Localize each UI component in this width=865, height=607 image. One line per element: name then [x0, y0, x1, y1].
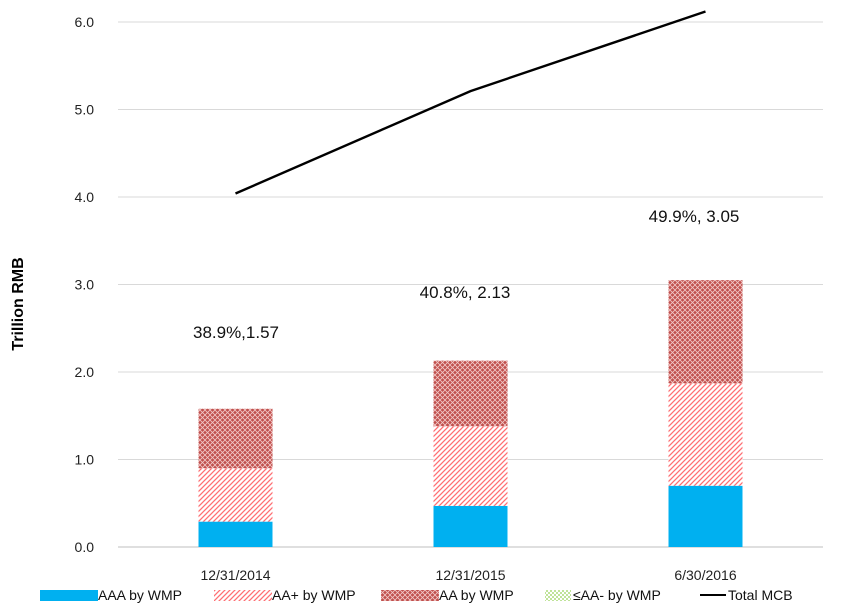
- legend-item: AA by WMP: [381, 587, 514, 603]
- y-tick-label: 0.0: [75, 539, 95, 555]
- bar-segment-crosshatch: [198, 408, 273, 469]
- legend-item: AA+ by WMP: [214, 587, 356, 603]
- legend-item: AAA by WMP: [40, 587, 182, 603]
- bar-segment-diagonal: [668, 383, 743, 486]
- bar-segment-solid: [198, 521, 273, 547]
- bar-annotation: 49.9%, 3.05: [649, 207, 740, 226]
- y-axis-title: Trillion RMB: [10, 257, 27, 350]
- legend-label: AA+ by WMP: [272, 587, 356, 603]
- legend-item: Total MCB: [700, 587, 793, 603]
- legend-label: ≤AA- by WMP: [573, 587, 661, 603]
- total-mcb-line: [235, 10, 706, 195]
- x-tick-label: 12/31/2014: [200, 567, 270, 583]
- y-axis-ticks: 0.0 1.0 2.0 3.0 4.0 5.0 6.0: [75, 14, 95, 555]
- legend-swatch: [214, 590, 272, 601]
- y-tick-label: 2.0: [75, 364, 95, 380]
- legend: AAA by WMP AA+ by WMP AA by WMP ≤AA- by WMP…: [40, 587, 793, 603]
- bar-annotation: 38.9%,1.57: [193, 323, 279, 342]
- legend-label: AAA by WMP: [98, 587, 182, 603]
- legend-item: ≤AA- by WMP: [545, 587, 661, 603]
- bar-segment-solid: [433, 505, 508, 547]
- bar-segment-diagonal: [198, 468, 273, 522]
- x-tick-label: 12/31/2015: [435, 567, 505, 583]
- y-tick-label: 3.0: [75, 277, 95, 293]
- bar-segment-crosshatch: [433, 360, 508, 427]
- bar-segment-crosshatch: [668, 280, 743, 384]
- bar-segment-diagonal: [433, 426, 508, 506]
- x-tick-label: 6/30/2016: [674, 567, 736, 583]
- legend-swatch: [545, 590, 571, 601]
- y-tick-label: 1.0: [75, 452, 95, 468]
- legend-swatch: [381, 590, 439, 601]
- stacked-bars: [198, 280, 743, 547]
- legend-swatch: [40, 590, 98, 601]
- y-tick-label: 4.0: [75, 189, 95, 205]
- y-tick-label: 5.0: [75, 102, 95, 118]
- x-axis-labels: 12/31/2014 12/31/2015 6/30/2016: [200, 567, 736, 583]
- legend-label: Total MCB: [728, 587, 793, 603]
- bar-segment-solid: [668, 485, 743, 547]
- legend-label: AA by WMP: [439, 587, 514, 603]
- total-mcb-line-group: [235, 10, 706, 195]
- bar-annotation: 40.8%, 2.13: [420, 283, 511, 302]
- bar-annotations: 38.9%,1.57 40.8%, 2.13 49.9%, 3.05: [193, 207, 739, 342]
- y-tick-label: 6.0: [75, 14, 95, 30]
